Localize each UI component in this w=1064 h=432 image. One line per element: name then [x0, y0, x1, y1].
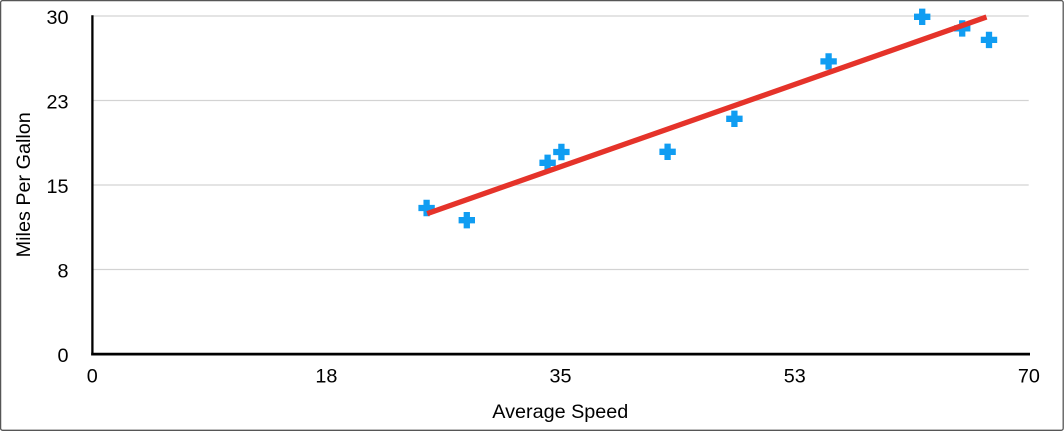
svg-text:70: 70	[1018, 366, 1040, 388]
svg-text:18: 18	[315, 366, 337, 388]
svg-text:Miles Per Gallon: Miles Per Gallon	[13, 112, 35, 257]
svg-text:15: 15	[46, 176, 68, 198]
svg-text:Average Speed: Average Speed	[492, 401, 628, 423]
svg-text:30: 30	[46, 7, 68, 29]
svg-text:35: 35	[549, 366, 571, 388]
svg-text:23: 23	[46, 92, 68, 114]
svg-text:8: 8	[57, 261, 68, 283]
svg-text:0: 0	[87, 366, 98, 388]
svg-text:0: 0	[57, 345, 68, 367]
svg-text:53: 53	[784, 366, 806, 388]
